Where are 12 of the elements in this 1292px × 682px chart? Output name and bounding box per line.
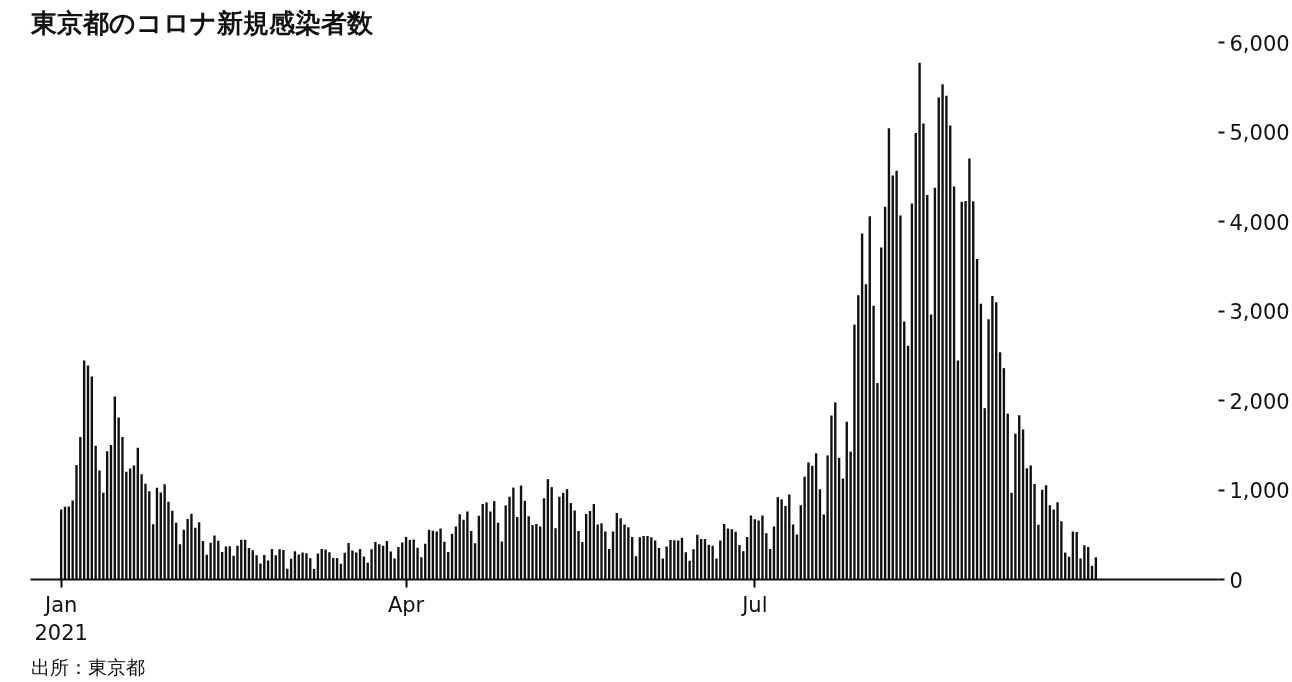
y-tick-label: 5,000 [1229, 121, 1290, 145]
chart-title: 東京都のコロナ新規感染者数 [29, 7, 374, 38]
y-tick-label: 3,000 [1229, 300, 1290, 324]
y-tick-label: 2,000 [1229, 389, 1290, 414]
x-tick-label: Jan 2021 [34, 592, 88, 646]
x-tick-label: Jul [740, 592, 768, 617]
y-tick-label: 6,000 [1229, 31, 1290, 56]
y-tick-label: 1,000 [1229, 479, 1290, 503]
y-tick-label: 0 [1229, 568, 1243, 593]
text: 出所：東京都 [30, 655, 145, 678]
y-tick-label: 4,000 [1229, 210, 1290, 235]
x-tick-label: Apr [387, 592, 425, 617]
